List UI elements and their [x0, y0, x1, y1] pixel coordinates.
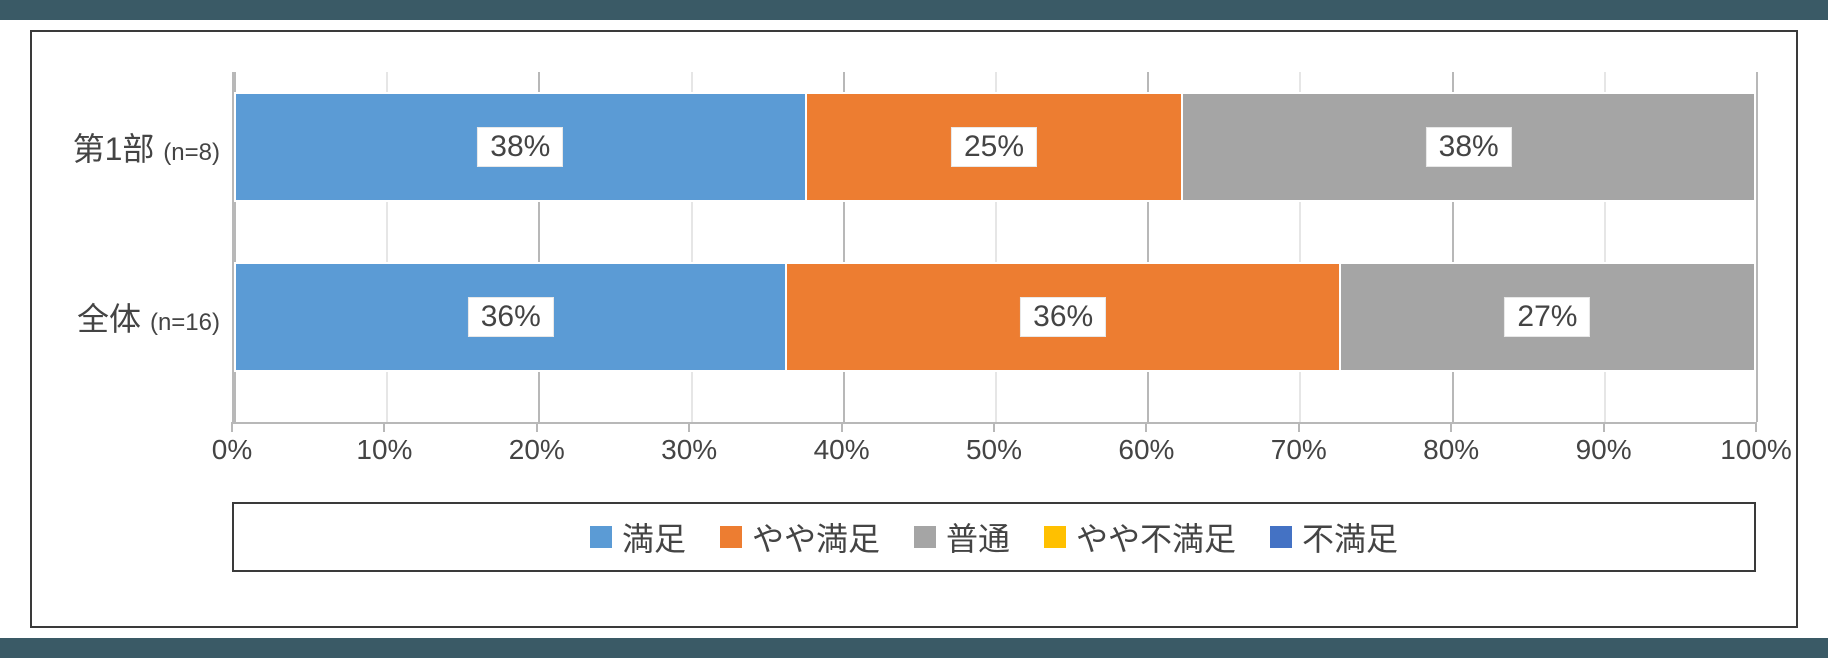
- x-tick-mark: [1603, 422, 1605, 432]
- x-tick-mark: [536, 422, 538, 432]
- bar-row: 38% 25% 38%: [234, 92, 1756, 202]
- legend-swatch: [720, 526, 742, 548]
- bar-segment: 27%: [1341, 262, 1756, 372]
- x-tick-mark: [1755, 422, 1757, 432]
- x-tick-mark: [1145, 422, 1147, 432]
- y-category-label: 第1部 (n=8): [73, 124, 220, 170]
- bars-region: 38% 25% 38% 36% 36% 27%: [232, 72, 1756, 422]
- legend-label: 普通: [946, 514, 1010, 560]
- x-tick-label: 10%: [356, 434, 412, 466]
- bar-segment-value: 38%: [1426, 127, 1512, 167]
- y-category-n: (n=8): [163, 139, 220, 166]
- legend-label: 不満足: [1302, 514, 1398, 560]
- x-tick-mark: [231, 422, 233, 432]
- bar-segment-value: 38%: [477, 127, 563, 167]
- x-tick-label: 50%: [966, 434, 1022, 466]
- bar-segment: 38%: [234, 92, 807, 202]
- legend-item: やや不満足: [1044, 514, 1236, 560]
- y-category-n: (n=16): [150, 309, 220, 336]
- x-tick-label: 30%: [661, 434, 717, 466]
- legend-label: やや満足: [752, 514, 880, 560]
- x-tick-mark: [1450, 422, 1452, 432]
- x-tick-mark: [841, 422, 843, 432]
- legend-swatch: [590, 526, 612, 548]
- x-tick-mark: [993, 422, 995, 432]
- y-category-label: 全体 (n=16): [77, 294, 220, 340]
- x-tick-label: 0%: [212, 434, 252, 466]
- x-tick-label: 40%: [814, 434, 870, 466]
- bar-segment-value: 25%: [951, 127, 1037, 167]
- x-tick-mark: [1298, 422, 1300, 432]
- bar-segment: 38%: [1183, 92, 1756, 202]
- y-category-name: 第1部: [73, 131, 164, 167]
- legend-item: 普通: [914, 514, 1010, 560]
- x-tick-mark: [383, 422, 385, 432]
- gridline: [1756, 72, 1758, 422]
- bar-segment-value: 27%: [1504, 297, 1590, 337]
- y-category-name: 全体: [77, 301, 150, 337]
- bar-segment-value: 36%: [1020, 297, 1106, 337]
- bar-segment: 36%: [787, 262, 1340, 372]
- legend-label: やや不満足: [1076, 514, 1236, 560]
- legend-swatch: [1270, 526, 1292, 548]
- y-axis-labels: 第1部 (n=8) 全体 (n=16): [32, 72, 232, 422]
- legend-swatch: [914, 526, 936, 548]
- legend-item: 不満足: [1270, 514, 1398, 560]
- x-tick-label: 100%: [1720, 434, 1792, 466]
- x-tick-label: 20%: [509, 434, 565, 466]
- x-tick-label: 90%: [1576, 434, 1632, 466]
- legend-item: やや満足: [720, 514, 880, 560]
- chart-frame: 38% 25% 38% 36% 36% 27% 第1部 (n=8) 全体 (n=16) 0%…: [0, 0, 1828, 658]
- x-tick-label: 70%: [1271, 434, 1327, 466]
- x-tick-mark: [688, 422, 690, 432]
- bar-row: 36% 36% 27%: [234, 262, 1756, 372]
- x-tick-label: 80%: [1423, 434, 1479, 466]
- bar-segment: 25%: [807, 92, 1184, 202]
- legend-label: 満足: [622, 514, 686, 560]
- bar-segment-value: 36%: [468, 297, 554, 337]
- bar-segment: 36%: [234, 262, 787, 372]
- legend-swatch: [1044, 526, 1066, 548]
- chart-plot-border: 38% 25% 38% 36% 36% 27% 第1部 (n=8) 全体 (n=16) 0%…: [30, 30, 1798, 628]
- legend: 満足 やや満足 普通 やや不満足 不満足: [232, 502, 1756, 572]
- legend-item: 満足: [590, 514, 686, 560]
- x-tick-label: 60%: [1118, 434, 1174, 466]
